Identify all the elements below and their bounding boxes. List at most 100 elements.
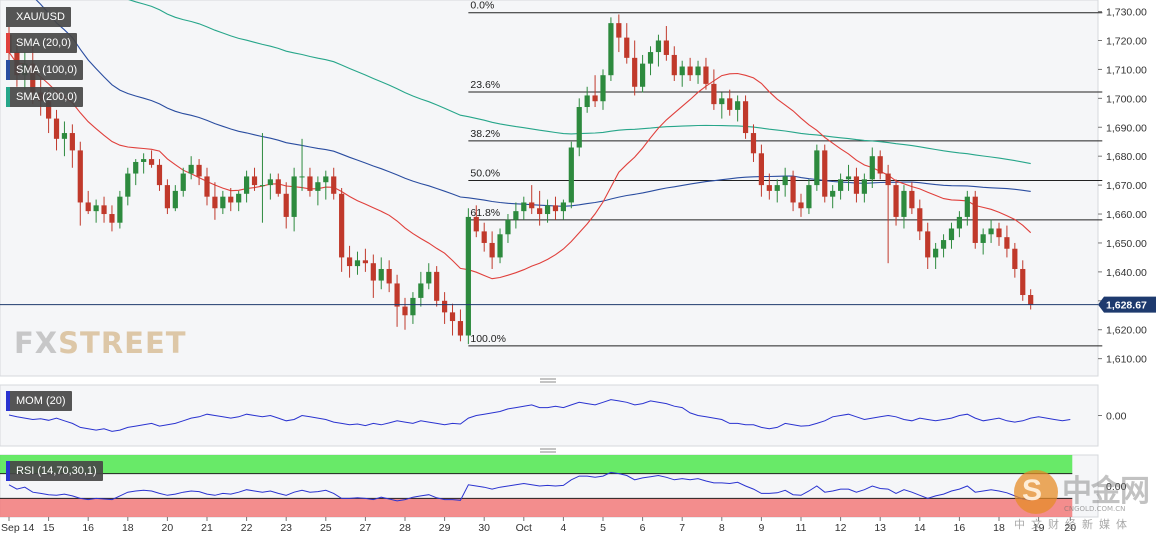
price-axis-label: 1,720.00 [1106,35,1147,47]
candle [933,242,939,269]
candle-body [529,202,535,209]
candle [806,179,812,215]
candle [909,182,915,215]
candle [251,167,258,191]
candle [750,124,757,162]
candle [703,57,709,90]
candle-body [188,164,194,174]
candle-body [497,234,503,258]
candle [671,46,677,81]
candle-body [830,190,836,197]
candle [77,141,83,226]
sma-100-label[interactable]: SMA (100,0) [6,60,84,80]
candle-body [845,176,852,180]
time-axis-label: 15 [43,522,55,534]
sma-200-label[interactable]: SMA (200,0) [6,87,84,107]
sma-20-line [8,51,1032,280]
candle [616,14,622,53]
candle-body [426,271,432,284]
candle [93,199,99,223]
time-axis-label: 14 [914,522,926,534]
price-axis-label: 1,660.00 [1106,209,1147,221]
candle [838,173,844,200]
candle [172,185,178,212]
candle-body [259,185,266,187]
mom-label[interactable]: MOM (20) [6,391,72,411]
candle-body [806,185,812,209]
candle-body [885,173,891,186]
rsi-label[interactable]: RSI (14,70,30,1) [6,461,103,481]
price-axis-label: 1,690.00 [1106,122,1147,134]
candle [537,190,543,226]
fib-level-label: 38.2% [470,128,500,140]
candle [426,263,432,290]
cngold-subtitle: 中文财经新媒体 [1014,518,1133,531]
pane-divider-handle[interactable] [540,448,556,453]
candle-body [275,179,281,194]
candle [790,170,796,212]
candle-body [861,179,867,194]
candle [980,228,986,255]
candle-body [402,306,408,316]
candle [774,179,780,203]
symbol-label[interactable]: XAU/USD [6,7,71,27]
time-axis-label: 23 [280,522,292,534]
candle-body [663,40,669,55]
price-axis-label: 1,700.00 [1106,93,1147,105]
candle-body [940,240,947,249]
candle-body [909,190,915,209]
candle [655,34,662,67]
time-axis-label: 20 [1064,522,1076,534]
candle [956,211,962,238]
sma-20-label[interactable]: SMA (20,0) [6,33,78,53]
candle-body [299,176,305,178]
candle-body [283,193,289,217]
candle-body [560,202,566,212]
candle-body [77,150,83,203]
candle-body [1004,237,1010,249]
fib-level-label: 100.0% [470,333,506,345]
candle-body [93,205,99,212]
candle [465,208,471,345]
sma-100-swatch [6,60,10,80]
candle [853,167,860,203]
candle [845,164,852,191]
candle [830,185,836,209]
candle [964,190,970,226]
candle-body [719,98,725,105]
candle-body [315,182,321,191]
mom-line [8,399,1071,432]
candle-body [956,216,962,229]
candle [814,144,820,191]
candle [893,179,899,226]
candle [925,222,931,269]
candle-body [220,196,226,209]
pane-divider-handle[interactable] [540,378,556,383]
price-axis-label: 1,620.00 [1106,325,1147,337]
candlestick-series [6,14,1034,345]
candle-body [291,176,297,217]
symbol-text: XAU/USD [16,11,65,23]
candle [442,292,448,324]
candle-body [307,176,313,191]
candle-body [822,150,828,197]
candle-body [69,133,75,151]
candle-body [180,173,186,191]
candle-body [996,228,1002,238]
candle [410,292,416,324]
time-axis-label: 22 [241,522,253,534]
candle [695,60,701,84]
candle-body [148,159,155,165]
candle-body [838,179,844,191]
candle [996,222,1002,246]
candle-body [172,190,178,209]
candle [53,109,60,151]
candle [497,228,503,264]
candle [489,231,495,269]
candle-body [750,133,757,154]
time-axis-label: 28 [399,522,411,534]
candle [473,205,479,238]
candle [529,185,535,215]
candle [394,274,400,327]
